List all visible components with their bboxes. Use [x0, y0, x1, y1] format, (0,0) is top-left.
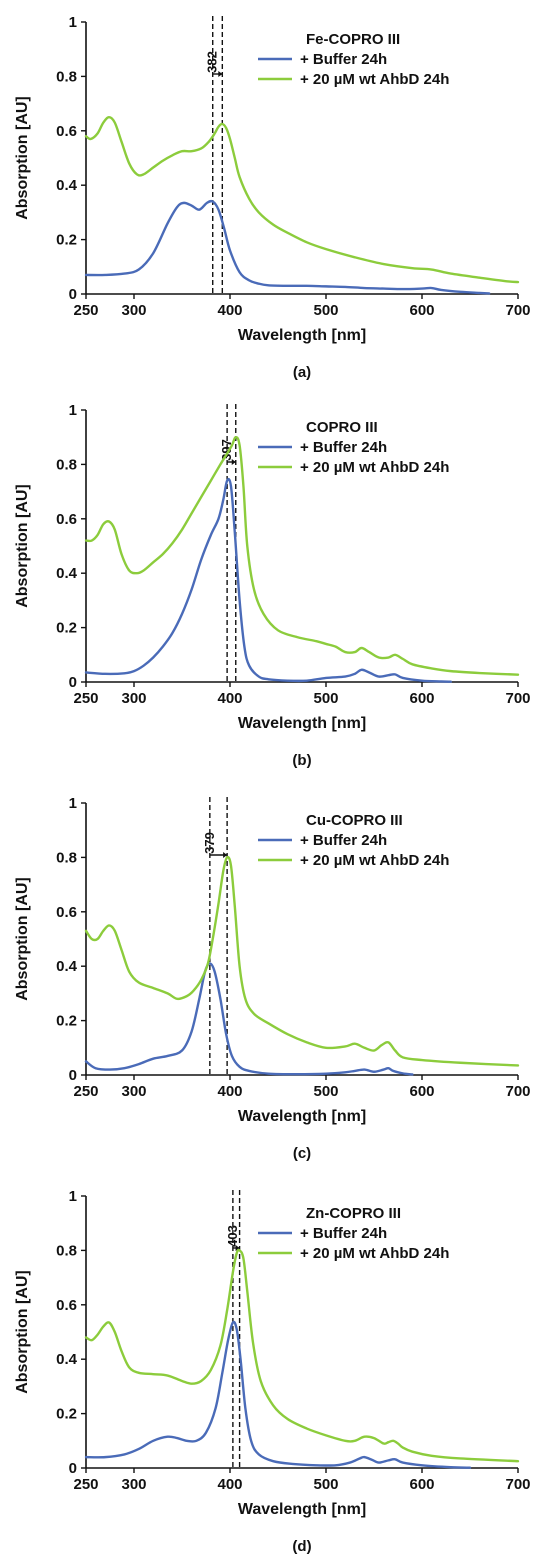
- y-tick-label: 0: [69, 674, 77, 691]
- x-tick-label: 600: [409, 1083, 434, 1100]
- x-tick-label: 300: [121, 302, 146, 319]
- series-line-buffer: [84, 1320, 472, 1469]
- series-line-buffer: [84, 962, 414, 1076]
- y-axis-title: Absorption [AU]: [14, 877, 31, 1001]
- series-line-ahbd: [84, 116, 520, 284]
- x-tick-label: 500: [313, 302, 338, 319]
- legend-entry: + Buffer 24h: [300, 439, 387, 456]
- peak-wavelength-label: 382: [205, 51, 220, 73]
- x-tick-label: 250: [73, 690, 98, 707]
- x-tick-label: 500: [313, 1083, 338, 1100]
- y-tick-label: 0: [69, 1067, 77, 1084]
- legend-entry: + 20 µM wt AhbD 24h: [300, 852, 449, 869]
- x-tick-label: 400: [217, 690, 242, 707]
- x-tick-label: 700: [505, 302, 530, 319]
- y-tick-label: 0.4: [56, 565, 78, 582]
- series-line-buffer: [84, 199, 491, 295]
- chart-panel-b: 0 0.2 0.4 0.6 0.8 1 250 300 400 500 600 700 Waveleng…: [14, 402, 531, 769]
- x-tick-label: 400: [217, 302, 242, 319]
- y-tick-label: 1: [69, 1188, 77, 1205]
- series-line-ahbd: [84, 855, 520, 1067]
- y-axis-title: Absorption [AU]: [14, 96, 31, 220]
- series-line-buffer: [84, 477, 452, 683]
- chart-panel-a: 0 0.2 0.4 0.6 0.8 1 250 300 400 500 600 700 Waveleng…: [14, 14, 531, 381]
- legend-entry: + 20 µM wt AhbD 24h: [300, 1245, 449, 1262]
- legend-entry: + 20 µM wt AhbD 24h: [300, 71, 449, 88]
- x-tick-label: 500: [313, 690, 338, 707]
- y-axis-title: Absorption [AU]: [14, 484, 31, 608]
- y-tick-label: 0.8: [56, 456, 77, 473]
- y-tick-label: 1: [69, 402, 77, 419]
- panel-label: (c): [293, 1145, 311, 1162]
- y-tick-label: 0.2: [56, 620, 77, 637]
- y-tick-label: 1: [69, 795, 77, 812]
- y-tick-label: 0.2: [56, 232, 77, 249]
- peak-wavelength-label: 397: [219, 439, 234, 461]
- x-tick-label: 250: [73, 1083, 98, 1100]
- y-tick-label: 0.8: [56, 849, 77, 866]
- legend-title: Cu-COPRO III: [306, 812, 403, 829]
- y-tick-label: 0.8: [56, 1242, 77, 1259]
- x-tick-label: 600: [409, 690, 434, 707]
- x-tick-label: 600: [409, 1476, 434, 1493]
- x-tick-label: 700: [505, 1083, 530, 1100]
- peak-wavelength-label: 379: [202, 832, 217, 854]
- x-tick-label: 250: [73, 1476, 98, 1493]
- chart-panel-d: 0 0.2 0.4 0.6 0.8 1 250 300 400 500 600 700 Waveleng…: [14, 1188, 531, 1555]
- x-tick-label: 250: [73, 302, 98, 319]
- legend-title: Zn-COPRO III: [306, 1205, 401, 1222]
- x-axis-title: Wavelength [nm]: [238, 1108, 366, 1125]
- x-tick-label: 600: [409, 302, 434, 319]
- y-tick-label: 1: [69, 14, 77, 31]
- shift-arrowhead: [218, 71, 223, 77]
- y-tick-label: 0.2: [56, 1406, 77, 1423]
- series-line-ahbd: [84, 436, 520, 676]
- x-tick-label: 700: [505, 1476, 530, 1493]
- chart-panel-c: 0 0.2 0.4 0.6 0.8 1 250 300 400 500 600 700 Waveleng…: [14, 795, 531, 1162]
- shift-arrowhead: [235, 1245, 240, 1251]
- y-tick-label: 0.4: [56, 958, 78, 975]
- legend-entry: + Buffer 24h: [300, 51, 387, 68]
- y-tick-label: 0.6: [56, 904, 77, 921]
- x-tick-label: 400: [217, 1476, 242, 1493]
- peak-wavelength-label: 403: [225, 1225, 240, 1247]
- x-axis-title: Wavelength [nm]: [238, 327, 366, 344]
- legend-title: Fe-COPRO III: [306, 31, 400, 48]
- y-tick-label: 0.6: [56, 511, 77, 528]
- legend-entry: + Buffer 24h: [300, 832, 387, 849]
- y-tick-label: 0.4: [56, 177, 78, 194]
- x-axis-title: Wavelength [nm]: [238, 715, 366, 732]
- legend-title: COPRO III: [306, 419, 378, 436]
- x-tick-label: 700: [505, 690, 530, 707]
- legend-entry: + Buffer 24h: [300, 1225, 387, 1242]
- panel-label: (b): [292, 752, 311, 769]
- y-tick-label: 0.6: [56, 1297, 77, 1314]
- y-tick-label: 0.2: [56, 1013, 77, 1030]
- y-tick-label: 0.8: [56, 68, 77, 85]
- x-tick-label: 400: [217, 1083, 242, 1100]
- x-tick-label: 500: [313, 1476, 338, 1493]
- x-tick-label: 300: [121, 690, 146, 707]
- y-tick-label: 0: [69, 286, 77, 303]
- y-tick-label: 0.4: [56, 1351, 78, 1368]
- shift-arrowhead: [223, 852, 228, 858]
- legend-entry: + 20 µM wt AhbD 24h: [300, 459, 449, 476]
- panel-label: (d): [292, 1538, 311, 1555]
- series-line-ahbd: [84, 1248, 520, 1463]
- y-axis-title: Absorption [AU]: [14, 1270, 31, 1394]
- x-axis-title: Wavelength [nm]: [238, 1501, 366, 1518]
- panel-label: (a): [293, 364, 311, 381]
- x-tick-label: 300: [121, 1476, 146, 1493]
- shift-arrowhead: [231, 459, 236, 465]
- x-tick-label: 300: [121, 1083, 146, 1100]
- y-tick-label: 0.6: [56, 123, 77, 140]
- y-tick-label: 0: [69, 1460, 77, 1477]
